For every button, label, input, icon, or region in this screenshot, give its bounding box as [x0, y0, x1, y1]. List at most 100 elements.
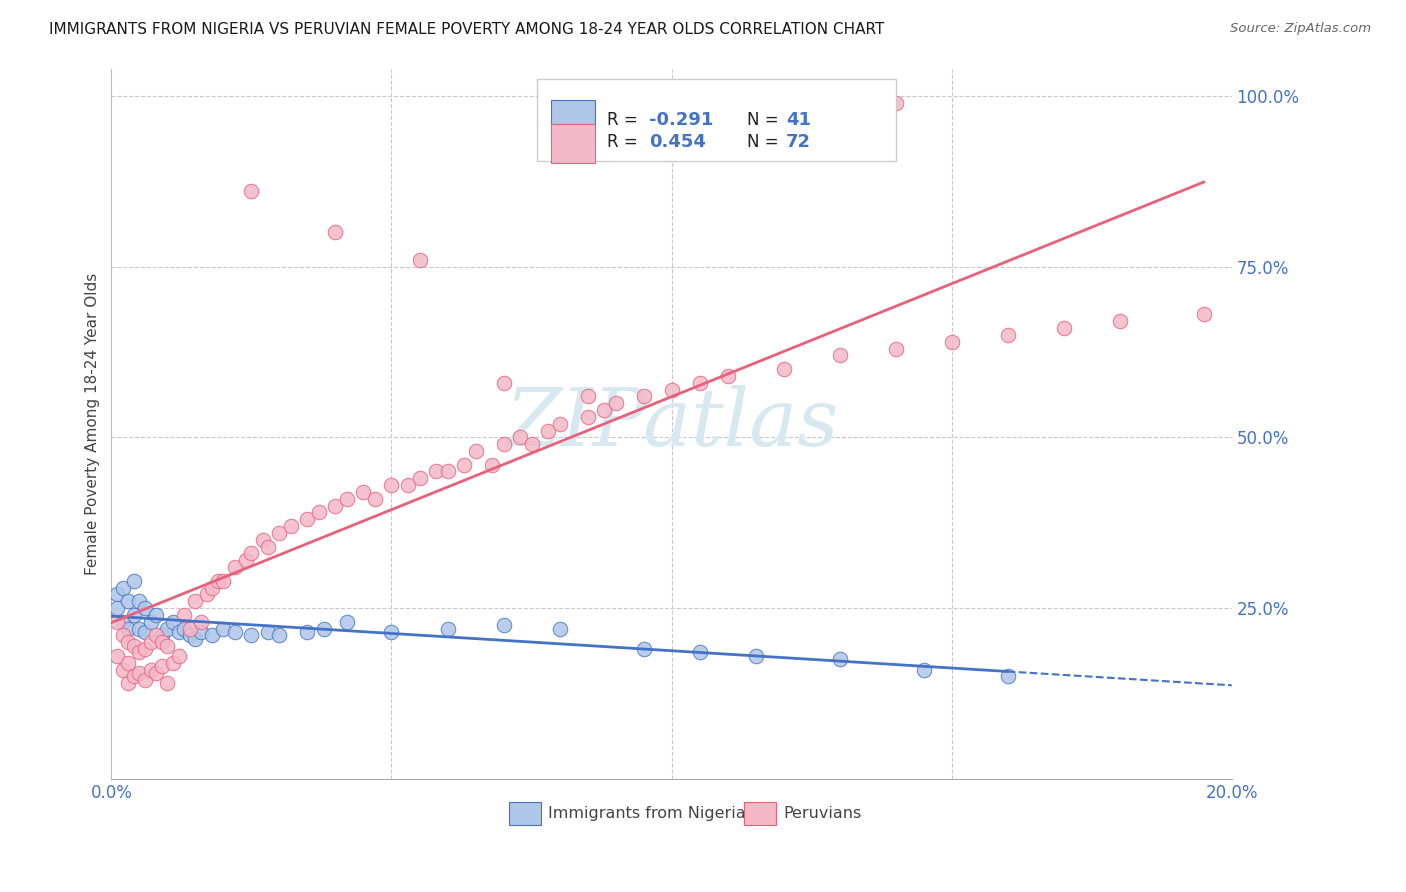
Point — [297, 625, 319, 640]
Point — [105, 587, 128, 601]
Point — [184, 594, 207, 608]
Point — [257, 625, 280, 640]
Point — [224, 625, 246, 640]
Point — [436, 465, 458, 479]
Text: N =: N = — [747, 111, 783, 129]
Point — [520, 437, 543, 451]
Point — [297, 512, 319, 526]
Point — [150, 659, 173, 673]
FancyBboxPatch shape — [509, 802, 540, 825]
Point — [772, 362, 794, 376]
Text: 41: 41 — [786, 111, 811, 129]
Point — [111, 628, 134, 642]
Point — [1053, 321, 1076, 335]
Point — [408, 471, 430, 485]
Text: Peruvians: Peruvians — [783, 806, 862, 822]
Point — [576, 409, 599, 424]
Point — [509, 430, 531, 444]
Point — [252, 533, 274, 547]
Point — [139, 663, 162, 677]
Point — [162, 615, 184, 629]
Point — [117, 676, 139, 690]
FancyBboxPatch shape — [551, 124, 595, 163]
Point — [105, 648, 128, 663]
Point — [105, 601, 128, 615]
Point — [436, 622, 458, 636]
Point — [363, 491, 385, 506]
Point — [201, 628, 224, 642]
Point — [605, 396, 627, 410]
Point — [325, 499, 347, 513]
Text: 72: 72 — [786, 133, 811, 151]
Point — [548, 417, 571, 431]
Point — [117, 622, 139, 636]
Point — [716, 368, 738, 383]
Point — [184, 632, 207, 646]
Text: Source: ZipAtlas.com: Source: ZipAtlas.com — [1230, 22, 1371, 36]
Point — [689, 645, 711, 659]
Point — [537, 424, 560, 438]
Point — [105, 615, 128, 629]
Point — [224, 560, 246, 574]
Point — [492, 437, 515, 451]
FancyBboxPatch shape — [537, 79, 896, 161]
Point — [134, 673, 156, 687]
Point — [884, 95, 907, 110]
Point — [336, 491, 359, 506]
Point — [492, 376, 515, 390]
Point — [134, 625, 156, 640]
Point — [689, 376, 711, 390]
Point — [156, 639, 179, 653]
Point — [1108, 314, 1130, 328]
Point — [408, 252, 430, 267]
Point — [240, 628, 263, 642]
Point — [548, 622, 571, 636]
Point — [111, 663, 134, 677]
Point — [464, 444, 486, 458]
Point — [492, 618, 515, 632]
Point — [308, 506, 330, 520]
Point — [117, 594, 139, 608]
Point — [128, 622, 150, 636]
Point — [145, 628, 167, 642]
Point — [884, 342, 907, 356]
Point — [325, 226, 347, 240]
Point — [257, 540, 280, 554]
Point — [167, 648, 190, 663]
Text: R =: R = — [606, 111, 643, 129]
Point — [269, 525, 291, 540]
Point — [997, 327, 1019, 342]
Text: IMMIGRANTS FROM NIGERIA VS PERUVIAN FEMALE POVERTY AMONG 18-24 YEAR OLDS CORRELA: IMMIGRANTS FROM NIGERIA VS PERUVIAN FEMA… — [49, 22, 884, 37]
Point — [828, 348, 851, 362]
Point — [195, 587, 218, 601]
Point — [240, 546, 263, 560]
Point — [150, 635, 173, 649]
Text: R =: R = — [606, 133, 643, 151]
Point — [481, 458, 503, 472]
Point — [280, 519, 302, 533]
Point — [212, 574, 235, 588]
Text: -0.291: -0.291 — [650, 111, 714, 129]
Point — [912, 663, 935, 677]
Point — [633, 642, 655, 657]
Point — [744, 648, 766, 663]
Point — [128, 594, 150, 608]
Text: ZIPatlas: ZIPatlas — [505, 385, 838, 462]
Point — [173, 622, 195, 636]
Point — [1192, 307, 1215, 321]
Point — [156, 622, 179, 636]
Text: N =: N = — [747, 133, 783, 151]
Point — [576, 389, 599, 403]
Point — [380, 625, 402, 640]
Point — [139, 635, 162, 649]
Point — [117, 656, 139, 670]
Point — [167, 625, 190, 640]
Point — [128, 645, 150, 659]
Point — [207, 574, 229, 588]
Y-axis label: Female Poverty Among 18-24 Year Olds: Female Poverty Among 18-24 Year Olds — [86, 273, 100, 574]
FancyBboxPatch shape — [744, 802, 776, 825]
Point — [269, 628, 291, 642]
Point — [117, 635, 139, 649]
Point — [828, 652, 851, 666]
Point — [235, 553, 257, 567]
